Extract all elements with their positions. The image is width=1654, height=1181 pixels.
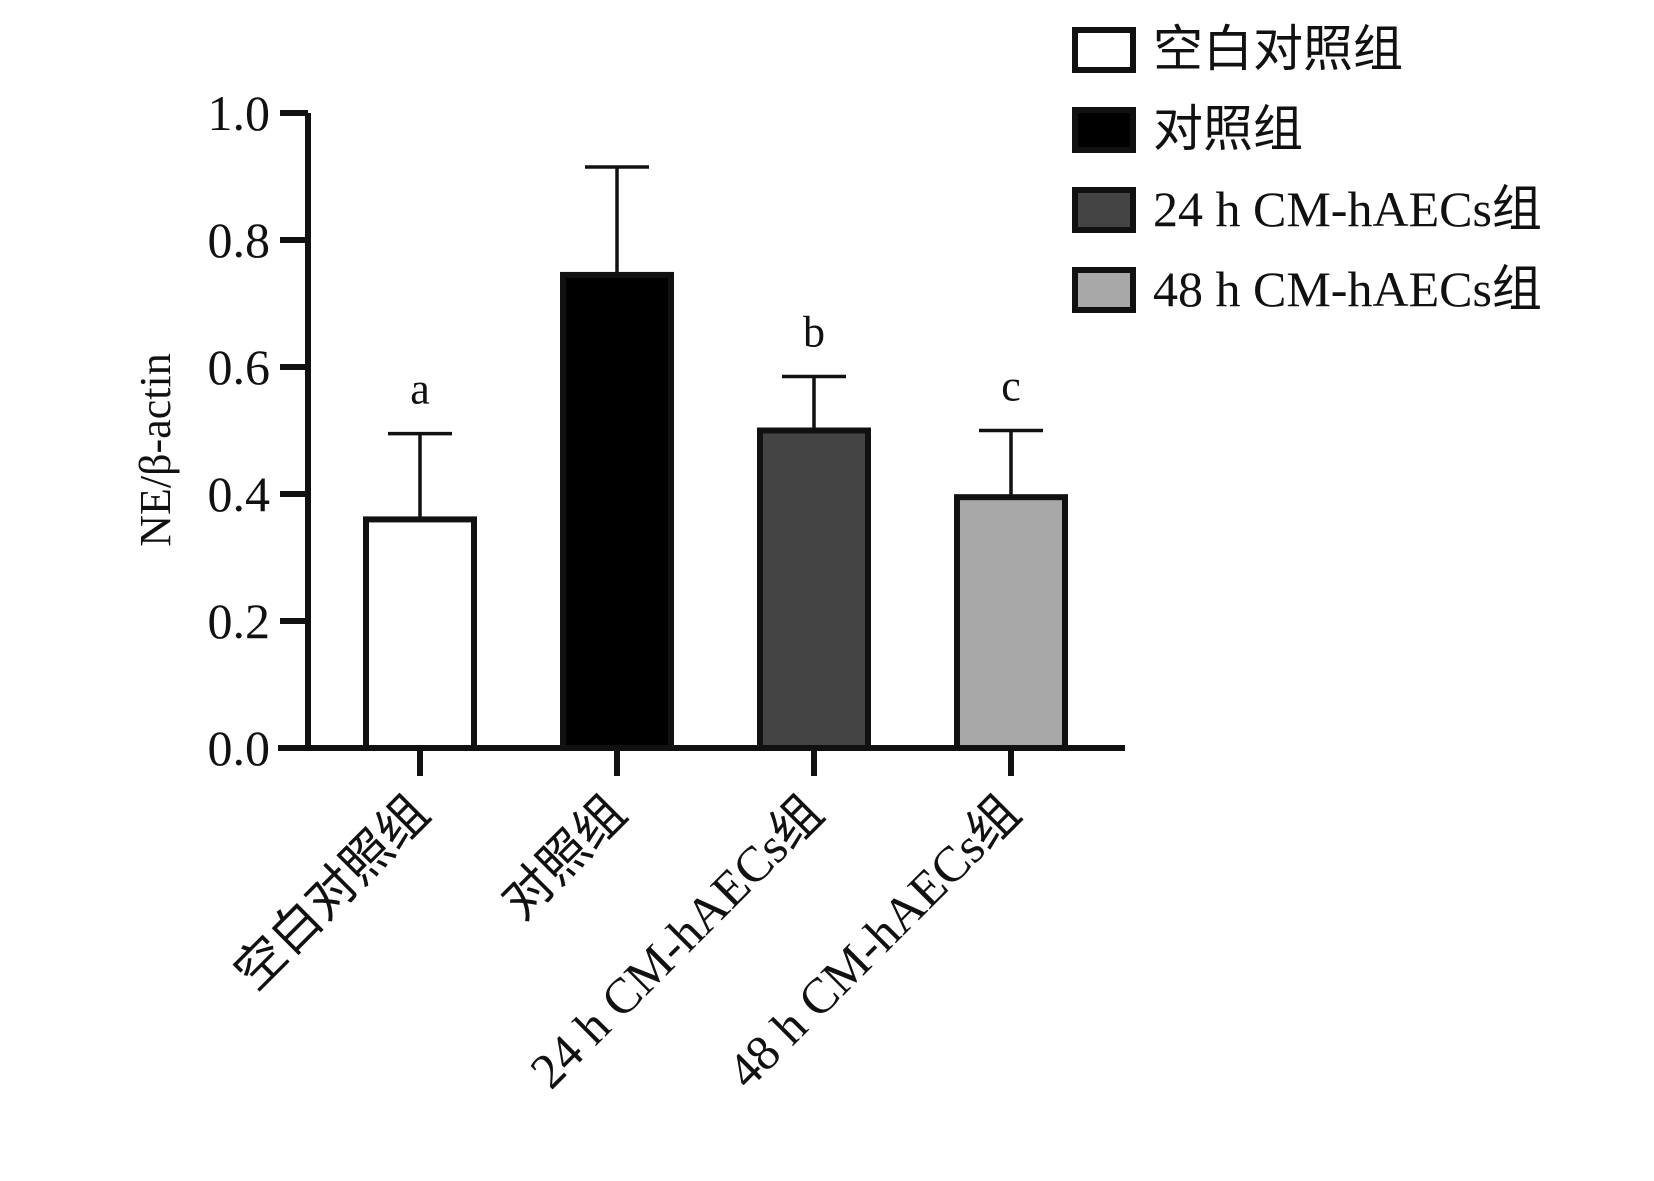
y-tick-label: 0.8 [208, 212, 271, 268]
bar [757, 427, 871, 751]
bars [363, 271, 1068, 752]
error-bars [388, 165, 1043, 520]
significance-label: b [803, 308, 825, 357]
legend-swatch [1072, 27, 1136, 73]
y-tick-label: 0.6 [208, 339, 271, 395]
bar [954, 494, 1068, 751]
y-tick-label: 0.4 [208, 466, 271, 522]
legend-label: 24 h CM-hAECs组 [1153, 181, 1542, 237]
legend-label: 空白对照组 [1153, 21, 1403, 77]
legend-swatch [1072, 107, 1136, 153]
legend-swatch [1072, 187, 1136, 233]
bar [560, 271, 674, 751]
legend-swatch [1072, 267, 1136, 313]
significance-annotations: a b c [410, 308, 1021, 414]
x-category-label: 空白对照组 [223, 784, 439, 1000]
legend-label: 对照组 [1153, 101, 1303, 157]
significance-label: a [410, 365, 430, 414]
x-category-label: 对照组 [491, 784, 637, 930]
y-tick-label: 0.2 [208, 593, 271, 649]
legend-label: 48 h CM-hAECs组 [1153, 261, 1542, 317]
axes: 0.0 0.2 0.4 0.6 0.8 1.0 [208, 85, 1125, 776]
y-axis-title: NE/β-actin [131, 353, 180, 546]
y-tick-label: 0.0 [208, 720, 271, 776]
bar [363, 516, 477, 752]
significance-label: c [1001, 362, 1021, 411]
y-tick-label: 1.0 [208, 85, 271, 141]
